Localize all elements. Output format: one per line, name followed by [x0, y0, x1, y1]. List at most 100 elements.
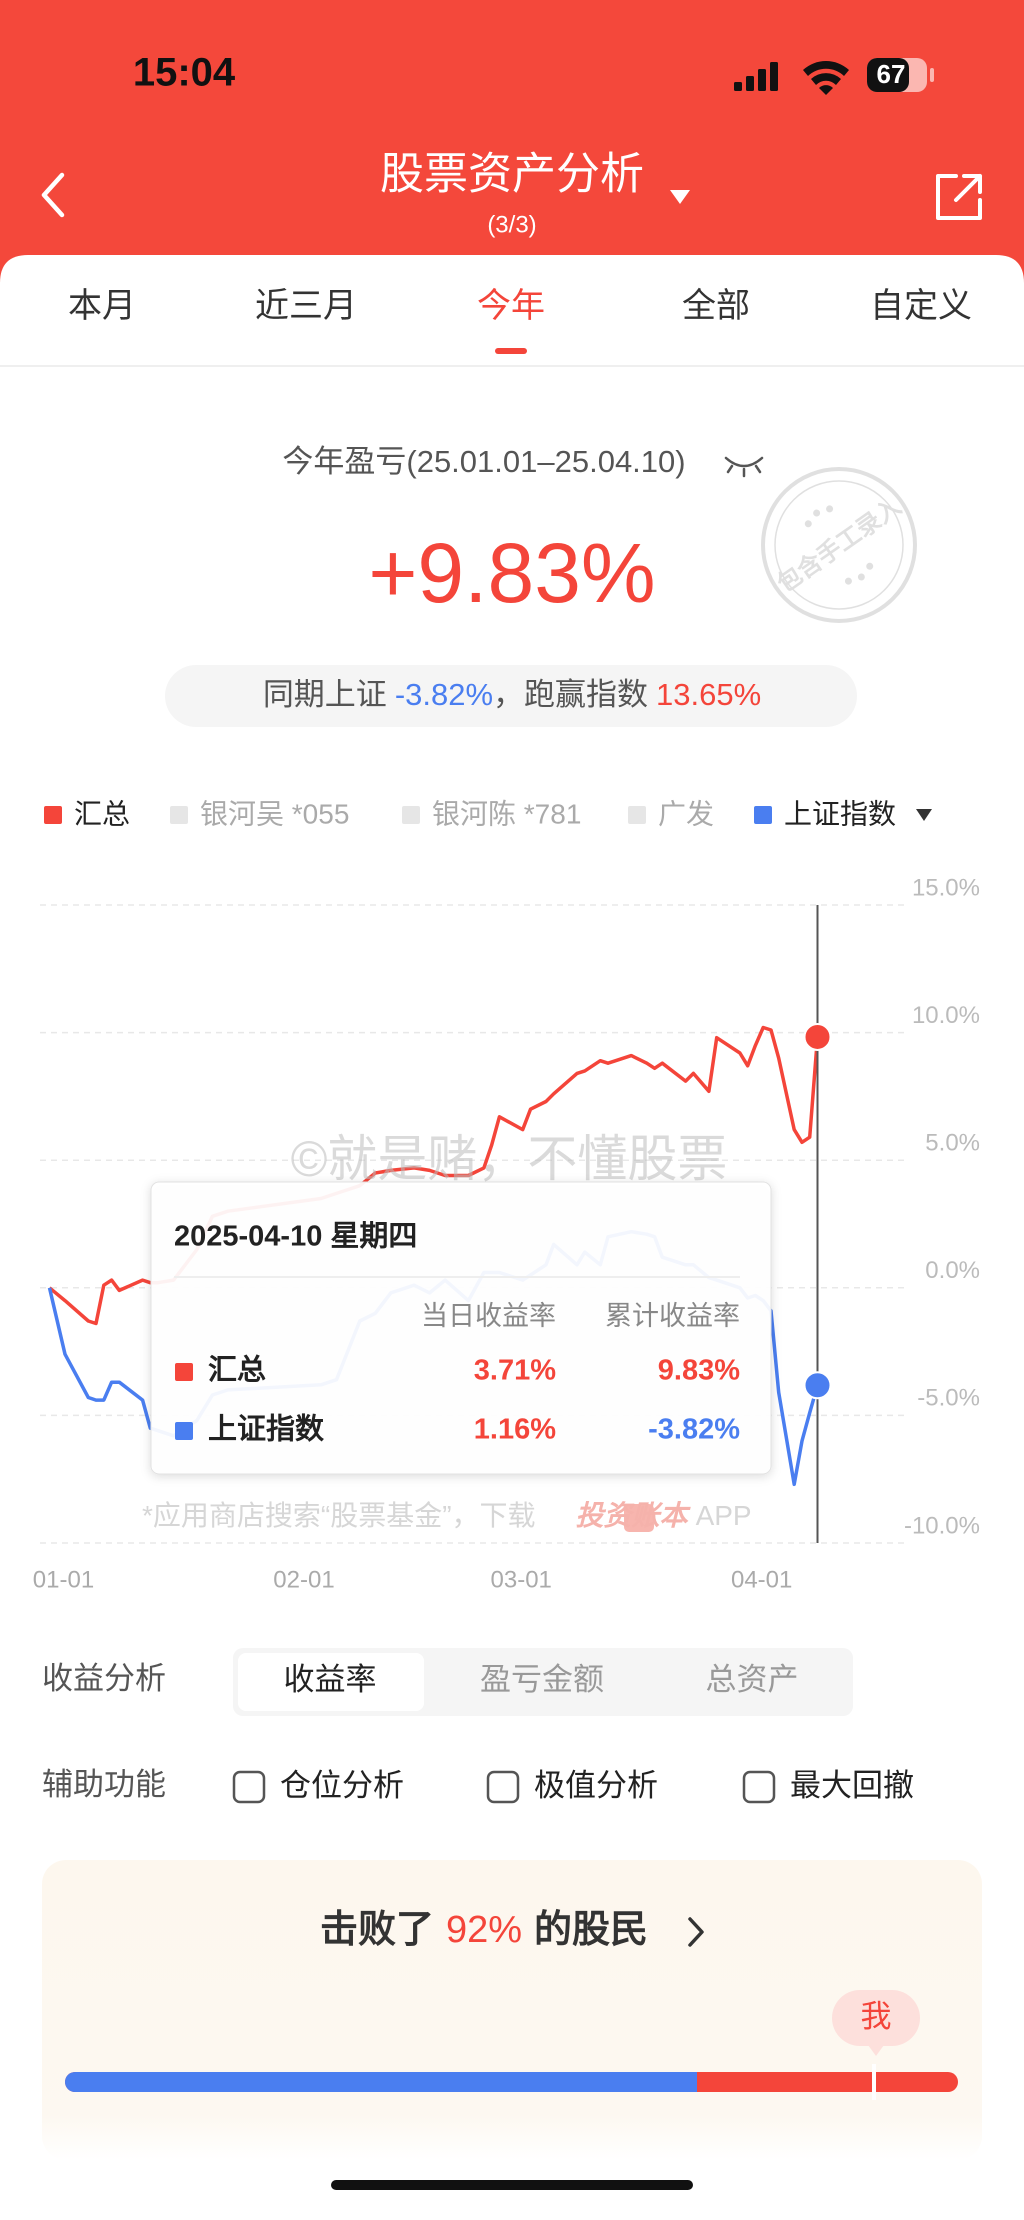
app-logo — [624, 1504, 654, 1532]
wifi-icon — [803, 61, 849, 95]
tab-indicator — [495, 348, 527, 354]
back-button[interactable] — [41, 172, 65, 218]
segment-selected — [238, 1653, 424, 1711]
cursor-dot — [803, 1022, 832, 1051]
legend-label: 银河吴 *055 — [200, 798, 349, 829]
y-tick-label: -5.0% — [917, 1385, 980, 1412]
y-tick-label: 5.0% — [925, 1130, 980, 1157]
tooltip-swatch — [175, 1363, 193, 1381]
tab[interactable]: 自定义 — [870, 287, 972, 325]
checkbox[interactable] — [742, 1770, 776, 1804]
footnote-text: *应用商店搜索“股票基金”，下载 — [142, 1500, 536, 1531]
legend-item[interactable]: 上证指数 — [754, 798, 896, 829]
checkbox-label: 仓位分析 — [280, 1768, 404, 1803]
legend-swatch — [402, 806, 420, 824]
legend-item[interactable]: 银河陈 *781 — [402, 798, 581, 829]
tooltip-swatch — [175, 1422, 193, 1440]
x-tick-label: 01-01 — [33, 1566, 94, 1593]
legend-label: 上证指数 — [784, 798, 896, 829]
legend-swatch — [170, 806, 188, 824]
tooltip-daily: 3.71% — [474, 1355, 556, 1387]
tooltip-col-cumulative: 累计收益率 — [605, 1301, 740, 1331]
rank-text[interactable]: 击败了 92% 的股民 — [320, 1909, 648, 1951]
rank-marker — [872, 2064, 876, 2100]
y-tick-label: 0.0% — [925, 1257, 980, 1284]
compare-middle: ，跑赢指数 — [493, 677, 648, 712]
checkbox-label: 极值分析 — [534, 1768, 658, 1803]
tab[interactable]: 全部 — [682, 287, 750, 325]
footnote-suffix: APP — [696, 1500, 752, 1531]
aux-options: 仓位分析 极值分析 最大回撤 — [232, 1768, 914, 1804]
home-indicator — [331, 2180, 693, 2190]
rank-value: 92% — [446, 1909, 522, 1951]
legend-swatch — [628, 806, 646, 824]
legend-label: 广发 — [658, 798, 714, 829]
checkbox-option[interactable]: 最大回撤 — [742, 1768, 914, 1804]
legend-swatch — [754, 806, 772, 824]
checkbox-label: 最大回撤 — [790, 1768, 914, 1803]
x-tick-label: 03-01 — [491, 1566, 552, 1593]
header-bg — [0, 0, 1024, 300]
hide-amount-icon[interactable] — [724, 456, 764, 478]
signal-icon — [734, 62, 778, 91]
tooltip-name: 上证指数 — [208, 1413, 325, 1446]
rank-chevron[interactable] — [688, 1917, 704, 1947]
tooltip-name: 汇总 — [208, 1354, 266, 1387]
checkbox-option[interactable]: 仓位分析 — [232, 1768, 404, 1804]
tooltip-cumulative: 9.83% — [658, 1355, 740, 1387]
y-tick-label: -10.0% — [904, 1512, 980, 1539]
tooltip-daily: 1.16% — [474, 1414, 556, 1446]
battery-level: 67 — [877, 59, 906, 89]
segment-option[interactable]: 盈亏金额 — [480, 1662, 604, 1697]
checkbox-option[interactable]: 极值分析 — [486, 1768, 658, 1804]
rank-bar — [65, 2072, 958, 2092]
checkbox[interactable] — [486, 1770, 520, 1804]
x-tick-label: 04-01 — [731, 1566, 792, 1593]
tab[interactable]: 近三月 — [255, 287, 357, 325]
total-return: +9.83% — [368, 526, 655, 620]
share-button[interactable] — [936, 174, 982, 220]
x-tick-label: 02-01 — [273, 1566, 334, 1593]
title-dropdown[interactable] — [670, 190, 690, 204]
legend-item[interactable]: 银河吴 *055 — [170, 798, 349, 829]
analysis-label: 收益分析 — [42, 1661, 166, 1696]
me-label: 我 — [861, 1999, 892, 2034]
cursor-dot — [803, 1371, 832, 1400]
checkbox[interactable] — [232, 1770, 266, 1804]
tab[interactable]: 本月 — [68, 287, 136, 325]
legend-item[interactable]: 广发 — [628, 798, 714, 829]
legend-swatch — [44, 806, 62, 824]
compare-text: 同期上证 -3.82%，跑赢指数 13.65% — [263, 677, 761, 712]
footnote-app: 投资账本 — [576, 1500, 692, 1531]
period-label: 今年盈亏(25.01.01–25.04.10) — [282, 444, 685, 479]
y-tick-label: 15.0% — [912, 874, 980, 901]
tab[interactable]: 今年 — [477, 287, 545, 325]
battery-icon: 67 — [867, 58, 934, 92]
legend-dropdown[interactable] — [916, 809, 932, 821]
me-bubble-pointer — [868, 2045, 884, 2056]
tooltip-cumulative: -3.82% — [648, 1414, 740, 1446]
segment-option[interactable]: 总资产 — [706, 1662, 799, 1697]
tooltip-date: 2025-04-10 星期四 — [174, 1220, 417, 1253]
legend-label: 银河陈 *781 — [432, 798, 581, 829]
legend: 汇总 银河吴 *055 银河陈 *781 广发 上证指数 — [44, 798, 896, 829]
page-title[interactable]: 股票资产分析 — [380, 150, 644, 199]
index-return: -3.82% — [395, 677, 493, 712]
compare-prefix: 同期上证 — [263, 677, 387, 712]
legend-item[interactable]: 汇总 — [44, 798, 130, 829]
excess-return: 13.65% — [656, 677, 761, 712]
page-indicator: (3/3) — [487, 211, 536, 238]
segment-option[interactable]: 收益率 — [284, 1662, 377, 1697]
aux-label: 辅助功能 — [42, 1767, 166, 1802]
rank-prefix: 击败了 — [320, 1909, 434, 1951]
footnote: *应用商店搜索“股票基金”，下载 投资账本 APP — [142, 1500, 752, 1531]
compare-pill — [165, 665, 857, 727]
y-tick-label: 10.0% — [912, 1002, 980, 1029]
analysis-options: 收益率 盈亏金额 总资产 — [238, 1653, 799, 1711]
watermark: ©就是赌，不懂股票 — [291, 1131, 728, 1187]
tab-bar: 本月 近三月 今年 全部 自定义 — [68, 287, 972, 325]
rank-suffix: 的股民 — [534, 1909, 648, 1951]
